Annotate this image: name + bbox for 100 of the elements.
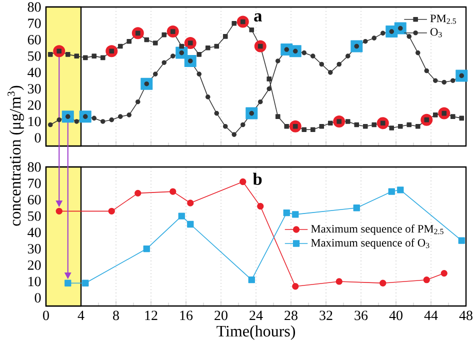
point [450, 114, 456, 119]
point [458, 237, 465, 244]
point [292, 48, 298, 54]
point [92, 116, 97, 121]
point [248, 276, 255, 284]
point [389, 29, 394, 34]
point [345, 54, 350, 58]
point [415, 124, 420, 129]
point [144, 37, 150, 42]
point [178, 212, 185, 220]
x-tick-label: 32 [320, 310, 332, 320]
point [257, 202, 264, 210]
point [380, 30, 386, 36]
x-axis-title: Time(hours) [216, 325, 296, 340]
point [56, 117, 62, 122]
point [310, 54, 316, 58]
point [442, 80, 447, 85]
point [222, 34, 228, 39]
x-tick-label: 28 [284, 310, 298, 320]
point [188, 58, 193, 64]
y-tick-label: 70 [28, 18, 41, 28]
point [232, 20, 237, 26]
y-tick-label: 20 [28, 100, 41, 110]
x-tick-label: 8 [113, 310, 119, 320]
point [214, 44, 220, 49]
point [372, 122, 377, 128]
legend-label: O$_{3}$ [430, 28, 442, 38]
point [240, 178, 246, 186]
legend-label: PM$_{2.5}$ [430, 14, 456, 24]
point [353, 204, 360, 212]
point [424, 68, 430, 74]
point [170, 188, 176, 195]
point [388, 188, 395, 195]
y-tick-label: 50 [28, 51, 41, 61]
point [328, 70, 333, 75]
y-tick-label: 10 [28, 276, 41, 286]
point [118, 114, 123, 119]
point [406, 34, 412, 39]
y-tick-label: 40 [28, 228, 41, 238]
point [397, 186, 404, 194]
point [135, 99, 140, 104]
legend-label: Maximum sequence of O$_{3}$ [311, 238, 430, 249]
x-tick-label: 48 [459, 310, 472, 320]
point [258, 99, 263, 104]
point [266, 86, 272, 92]
y-tick-label: 40 [28, 68, 41, 78]
y-tick-label: 60 [28, 195, 41, 204]
x-tick-label: 36 [354, 310, 368, 320]
point [406, 122, 412, 128]
point [319, 62, 324, 67]
point [423, 276, 430, 284]
point [372, 36, 377, 40]
point [328, 120, 333, 126]
point [336, 278, 342, 285]
annotation: a [254, 13, 262, 22]
point [187, 200, 194, 206]
point [74, 54, 80, 58]
point [48, 122, 53, 128]
y-axis-title: concentration (μg/m$^{3}$) [8, 86, 24, 226]
point [283, 209, 290, 216]
point [222, 124, 228, 129]
point [240, 122, 246, 128]
point [179, 50, 184, 56]
point [389, 126, 394, 130]
point [345, 119, 350, 124]
point [284, 124, 290, 129]
point [275, 58, 280, 64]
point [196, 72, 202, 76]
x-tick-label: 40 [389, 310, 402, 320]
point [196, 52, 202, 57]
x-tick-label: 20 [214, 310, 228, 320]
point [398, 124, 403, 129]
point [126, 112, 132, 118]
point [162, 60, 167, 66]
x-tick-label: 0 [43, 310, 49, 320]
x-tick-label: 12 [145, 310, 158, 320]
x-tick-label: 4 [78, 310, 84, 320]
y-tick-label: 20 [28, 260, 41, 270]
point [65, 114, 70, 119]
point [362, 124, 368, 129]
point [459, 116, 464, 121]
point [380, 280, 386, 286]
point [144, 81, 150, 86]
point [214, 110, 220, 116]
point [82, 280, 89, 286]
point [134, 190, 142, 197]
point [398, 26, 403, 31]
point [109, 117, 114, 122]
y-tick-label: 80 [28, 2, 41, 12]
point [292, 283, 299, 290]
point [187, 220, 194, 228]
point [205, 94, 210, 100]
point [152, 72, 158, 76]
x-tick-label: 24 [250, 310, 263, 320]
point [143, 245, 150, 252]
point [205, 45, 210, 50]
point [64, 280, 72, 286]
point [232, 132, 237, 137]
point [362, 38, 368, 44]
legend-label: Maximum sequence of PM$_{2.5}$ [311, 224, 444, 235]
